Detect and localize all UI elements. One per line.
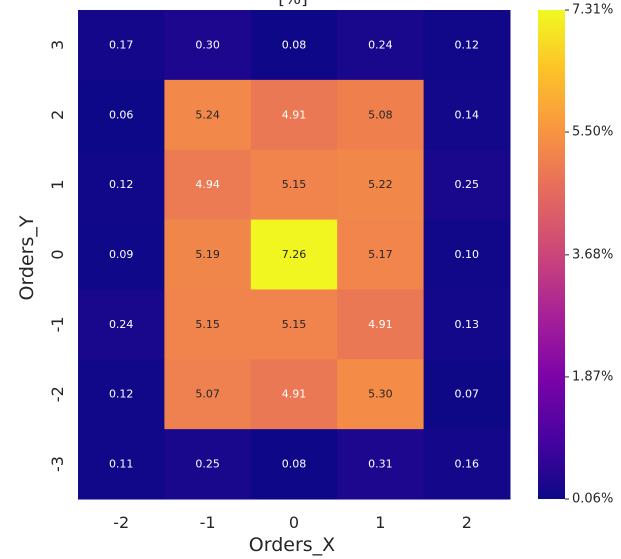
heatmap-cell bbox=[78, 429, 165, 500]
heatmap-cell bbox=[423, 10, 511, 81]
cell-value-label: 5.08 bbox=[368, 108, 393, 121]
heatmap-cell bbox=[78, 10, 165, 81]
x-tick-label: 2 bbox=[462, 513, 472, 532]
cell-value-label: 0.14 bbox=[455, 108, 480, 121]
heatmap-cell bbox=[337, 149, 425, 221]
cell-value-label: 0.09 bbox=[109, 248, 134, 261]
cell-value-label: 5.07 bbox=[195, 388, 220, 401]
heatmap-cell bbox=[78, 79, 165, 151]
colorbar-tick-label: 7.31% bbox=[572, 3, 613, 18]
y-axis-title: Orders_Y bbox=[16, 215, 38, 300]
cell-value-label: 7.26 bbox=[282, 248, 307, 261]
x-axis-ticks: -2 -1 0 1 2 bbox=[113, 513, 472, 532]
heatmap-cell-labels: 0.17 0.30 0.08 0.24 0.12 0.06 5.24 4.91 5.08 0.14… bbox=[109, 38, 479, 470]
heatmap-cell bbox=[164, 79, 252, 151]
heatmap-cells bbox=[78, 10, 511, 500]
heatmap-cell bbox=[337, 219, 425, 290]
cell-value-label: 0.12 bbox=[455, 38, 480, 51]
heatmap-cell bbox=[250, 219, 338, 290]
heatmap-cell bbox=[78, 149, 165, 221]
cell-value-label: 0.12 bbox=[109, 178, 134, 191]
heatmap-cell bbox=[250, 10, 338, 81]
heatmap-cell bbox=[423, 79, 511, 151]
heatmap-cell bbox=[423, 149, 511, 221]
y-tick-label: 0 bbox=[48, 249, 67, 259]
colorbar bbox=[538, 10, 565, 499]
cell-value-label: 4.94 bbox=[195, 178, 220, 191]
cell-value-label: 0.08 bbox=[282, 38, 307, 51]
colorbar-tick-label: 0.06% bbox=[572, 492, 613, 507]
y-tick-label: 3 bbox=[48, 40, 67, 50]
colorbar-tick-label: 3.68% bbox=[572, 247, 613, 262]
x-tick-label: 1 bbox=[375, 513, 385, 532]
heatmap-cell bbox=[337, 359, 425, 430]
y-axis-ticks: 3 2 1 0 -1 -2 -3 bbox=[48, 40, 67, 472]
x-tick-label: 0 bbox=[289, 513, 299, 532]
cell-value-label: 0.13 bbox=[455, 318, 480, 331]
cell-value-label: 0.24 bbox=[109, 318, 134, 331]
cell-value-label: 0.17 bbox=[109, 38, 134, 51]
heatmap-cell bbox=[423, 219, 511, 290]
cell-value-label: 5.17 bbox=[368, 248, 393, 261]
heatmap-cell bbox=[250, 359, 338, 430]
cell-value-label: 0.31 bbox=[368, 458, 393, 471]
cell-value-label: 5.30 bbox=[368, 388, 393, 401]
heatmap-cell bbox=[250, 289, 338, 360]
cell-value-label: 0.07 bbox=[455, 388, 480, 401]
heatmap-cell bbox=[423, 429, 511, 500]
y-tick-label: 1 bbox=[48, 180, 67, 190]
heatmap-cell bbox=[164, 219, 252, 290]
cell-value-label: 5.15 bbox=[282, 318, 307, 331]
cell-value-label: 5.15 bbox=[282, 178, 307, 191]
cell-value-label: 0.25 bbox=[455, 178, 480, 191]
cell-value-label: 4.91 bbox=[282, 388, 307, 401]
heatmap-cell bbox=[250, 79, 338, 151]
cell-value-label: 0.25 bbox=[195, 458, 220, 471]
heatmap-cell bbox=[337, 429, 425, 500]
y-tick-label: -1 bbox=[48, 316, 67, 332]
heatmap-cell bbox=[164, 429, 252, 500]
heatmap-cell bbox=[78, 359, 165, 430]
cell-value-label: 0.06 bbox=[109, 108, 134, 121]
cell-value-label: 5.15 bbox=[195, 318, 220, 331]
cell-value-label: 0.12 bbox=[109, 388, 134, 401]
colorbar-tick-label: 5.50% bbox=[572, 125, 613, 140]
cell-value-label: 0.10 bbox=[455, 248, 480, 261]
y-tick-label: -3 bbox=[48, 456, 67, 472]
x-tick-label: -1 bbox=[200, 513, 216, 532]
cell-value-label: 0.11 bbox=[109, 458, 134, 471]
heatmap-cell bbox=[337, 79, 425, 151]
colorbar-tick-label: 1.87% bbox=[572, 369, 613, 384]
heatmap-cell bbox=[423, 359, 511, 430]
cell-value-label: 0.08 bbox=[282, 458, 307, 471]
heatmap-cell bbox=[78, 219, 165, 290]
heatmap-cell bbox=[337, 289, 425, 360]
cell-value-label: 0.24 bbox=[368, 38, 393, 51]
cell-value-label: 0.16 bbox=[455, 458, 480, 471]
colorbar-ticks: 0.06% 1.87% 3.68% 5.50% 7.31% bbox=[565, 3, 613, 507]
cell-value-label: 4.91 bbox=[368, 318, 393, 331]
x-tick-label: -2 bbox=[113, 513, 129, 532]
heatmap-cell bbox=[164, 289, 252, 360]
x-axis-title: Orders_X bbox=[249, 534, 335, 556]
title-layer: [%] bbox=[278, 0, 307, 9]
heatmap-cell bbox=[164, 149, 252, 221]
cell-value-label: 5.22 bbox=[368, 178, 393, 191]
heatmap-cell bbox=[423, 289, 511, 360]
cell-value-label: 5.24 bbox=[195, 108, 220, 121]
heatmap-cell bbox=[78, 289, 165, 360]
heatmap-cell bbox=[164, 10, 252, 81]
chart-title: [%] bbox=[278, 0, 307, 9]
y-tick-label: 2 bbox=[48, 110, 67, 120]
heatmap-cell bbox=[164, 359, 252, 430]
heatmap-cell bbox=[250, 149, 338, 221]
cell-value-label: 4.91 bbox=[282, 108, 307, 121]
heatmap-cell bbox=[250, 429, 338, 500]
cell-value-label: 5.19 bbox=[195, 248, 220, 261]
y-tick-label: -2 bbox=[48, 386, 67, 402]
cell-value-label: 0.30 bbox=[195, 38, 220, 51]
heatmap-cell bbox=[337, 10, 425, 81]
